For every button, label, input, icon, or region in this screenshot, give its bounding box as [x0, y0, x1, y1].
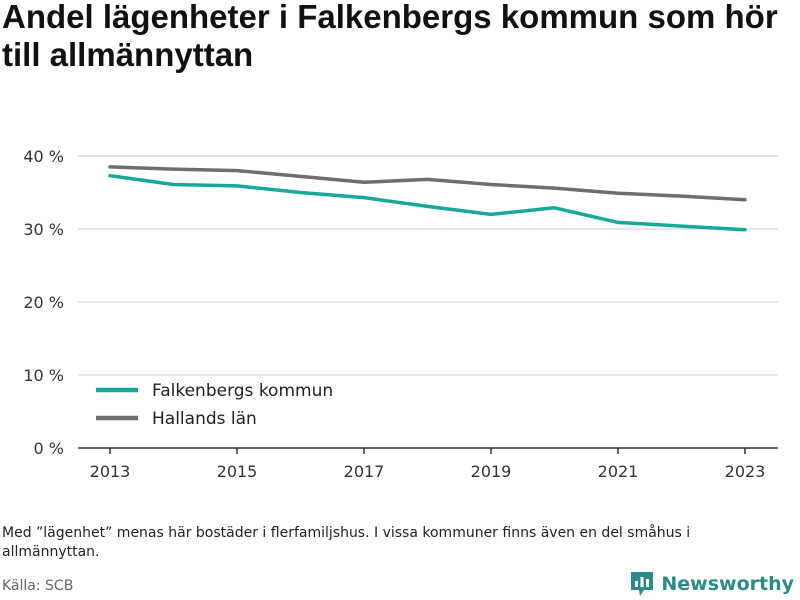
source-label: Källa: SCB — [2, 578, 74, 594]
y-tick-label: 40 % — [23, 147, 64, 166]
series-line — [108, 173, 747, 232]
x-tick-label: 2015 — [217, 462, 258, 481]
brand-name: Newsworthy — [661, 573, 794, 595]
x-tick-label: 2017 — [344, 462, 385, 481]
x-tick-label: 2019 — [471, 462, 512, 481]
chart-footnote: Med ”lägenhet” menas här bostäder i fler… — [2, 525, 691, 560]
legend: Falkenbergs kommun Hallands län — [96, 381, 333, 429]
series-lines — [108, 165, 747, 232]
y-tick-label: 10 % — [23, 366, 64, 385]
y-tick-label: 30 % — [23, 220, 64, 239]
chart-title: Andel lägenheter i Falkenbergs kommun so… — [2, 0, 778, 73]
gridlines — [78, 155, 778, 376]
newsworthy-logo-icon — [631, 572, 654, 596]
x-tick-label: 2021 — [598, 462, 639, 481]
x-tick-label: 2013 — [90, 462, 131, 481]
series-line — [108, 165, 747, 202]
line-chart: 0 % 10 % 20 % 30 % 40 % 2013 2015 2017 2019 2021… — [23, 147, 778, 481]
y-axis-labels: 0 % 10 % 20 % 30 % 40 % — [23, 147, 64, 458]
x-axis: 2013 2015 2017 2019 2021 2023 — [78, 447, 778, 481]
brand-logo: Newsworthy — [629, 570, 794, 598]
y-tick-label: 20 % — [23, 293, 64, 312]
x-tick-label: 2023 — [725, 462, 766, 481]
legend-label: Hallands län — [152, 409, 257, 429]
legend-label: Falkenbergs kommun — [152, 381, 333, 401]
y-tick-label: 0 % — [34, 439, 64, 458]
